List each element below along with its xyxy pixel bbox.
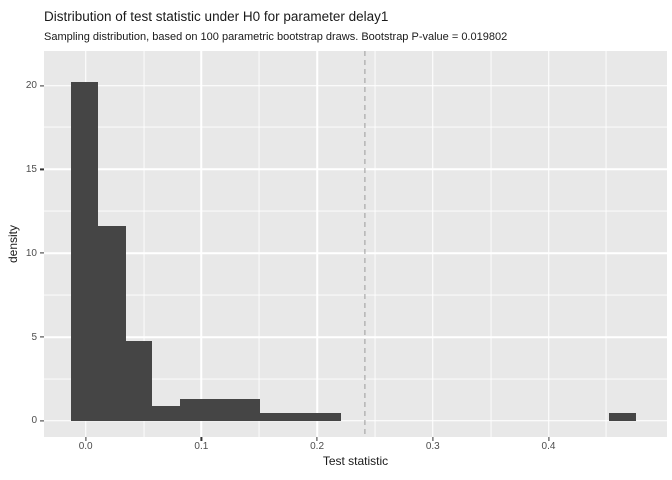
x-tick-label: 0.4 — [541, 441, 556, 452]
histogram-bar — [125, 341, 153, 421]
minor-gridline-x — [143, 51, 144, 437]
major-gridline-y — [44, 420, 667, 422]
reference-line-dashed — [363, 51, 366, 437]
minor-gridline-x — [490, 51, 492, 437]
histogram-bar — [260, 412, 342, 421]
x-axis-title: Test statistic — [322, 454, 389, 468]
y-tick-mark — [40, 168, 44, 170]
y-tick-label: 0 — [31, 415, 37, 427]
major-gridline-y — [44, 168, 667, 171]
y-tick-mark — [40, 84, 44, 87]
y-tick-label: 20 — [25, 80, 37, 92]
major-gridline-x — [200, 51, 203, 437]
chart-title: Distribution of test statistic under H0 … — [44, 9, 389, 24]
x-tick-mark — [432, 437, 434, 441]
major-gridline-x — [432, 51, 434, 437]
y-tick-mark — [40, 336, 44, 338]
minor-gridline-y — [44, 127, 667, 128]
y-tick-label: 5 — [31, 331, 37, 343]
y-tick-mark — [40, 420, 44, 422]
x-tick-label: 0.0 — [78, 441, 93, 452]
x-tick-label: 0.1 — [194, 441, 209, 452]
major-gridline-y — [44, 336, 667, 338]
minor-gridline-x — [374, 51, 376, 437]
major-gridline-y — [44, 252, 667, 255]
chart-subtitle: Sampling distribution, based on 100 para… — [44, 31, 508, 43]
minor-gridline-y — [44, 210, 667, 212]
x-tick-mark — [547, 437, 550, 441]
histogram-bar — [97, 226, 126, 421]
y-tick-label: 15 — [25, 163, 37, 175]
minor-gridline-x — [258, 51, 260, 437]
y-tick-label: 10 — [25, 247, 37, 259]
histogram-bar — [70, 82, 98, 421]
minor-gridline-y — [44, 294, 667, 296]
major-gridline-x — [316, 51, 318, 437]
plot-panel — [44, 51, 667, 437]
minor-gridline-x — [605, 51, 607, 437]
minor-gridline-y — [44, 378, 667, 380]
x-tick-label: 0.2 — [310, 441, 325, 452]
histogram-bar — [179, 399, 261, 421]
histogram-bar — [152, 405, 180, 421]
x-tick-mark — [85, 437, 87, 441]
y-tick-mark — [40, 252, 44, 254]
x-tick-mark — [316, 437, 318, 441]
x-tick-label: 0.3 — [425, 441, 440, 452]
x-tick-mark — [200, 437, 202, 441]
major-gridline-y — [44, 84, 667, 87]
major-gridline-x — [547, 51, 550, 437]
histogram-bar — [608, 413, 637, 421]
